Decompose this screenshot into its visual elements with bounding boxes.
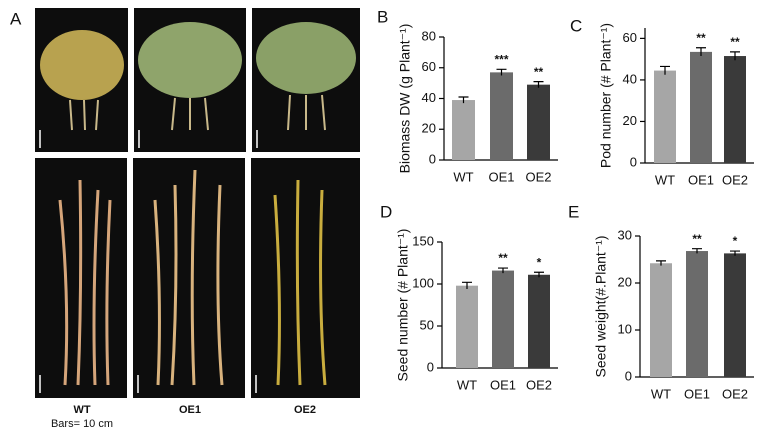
- x-tick-label: WT: [655, 172, 675, 187]
- photos: [35, 8, 360, 398]
- y-tick-label: 20: [618, 274, 632, 289]
- significance: **: [498, 251, 508, 265]
- significance: ***: [494, 52, 508, 66]
- panel-label: A: [10, 9, 22, 28]
- significance: **: [696, 31, 706, 45]
- x-tick-label: OE2: [722, 386, 748, 401]
- photo: [251, 158, 360, 398]
- bar: [490, 72, 513, 160]
- x-tick-label: WT: [457, 377, 477, 392]
- x-tick-label: WT: [453, 169, 473, 184]
- x-tick-label: OE1: [488, 169, 514, 184]
- plant-canopy: [40, 30, 124, 100]
- error-bar: [730, 250, 740, 256]
- bar: [650, 263, 672, 377]
- x-tick-label: OE2: [525, 169, 551, 184]
- y-axis-label: Seed number (# Plant⁻¹): [395, 229, 411, 382]
- x-tick-label: OE1: [490, 377, 516, 392]
- y-tick-label: 40: [623, 71, 637, 86]
- x-tick-label: OE2: [722, 172, 748, 187]
- stems: [273, 179, 327, 386]
- y-tick-label: 100: [412, 275, 434, 290]
- bar: [690, 51, 712, 164]
- plant-canopy: [138, 22, 242, 98]
- photo-caption: WT: [73, 404, 90, 416]
- y-tick-label: 150: [412, 233, 434, 248]
- stems: [153, 169, 224, 386]
- y-tick-label: 60: [623, 30, 637, 45]
- error-bar: [462, 281, 472, 290]
- bar: [456, 285, 478, 368]
- bar: [528, 274, 550, 368]
- y-tick-label: 20: [623, 113, 637, 128]
- y-tick-label: 10: [618, 321, 632, 336]
- error-bar: [496, 68, 507, 76]
- panel-label: D: [380, 202, 392, 221]
- y-tick-label: 20: [422, 121, 436, 136]
- y-tick-label: 60: [422, 59, 436, 74]
- significance: **: [534, 65, 544, 79]
- y-tick-label: 0: [625, 368, 632, 383]
- bar: [724, 253, 746, 377]
- x-tick-label: WT: [651, 386, 671, 401]
- error-bar: [656, 260, 666, 266]
- bar: [452, 100, 475, 160]
- error-bar: [498, 267, 508, 274]
- panel-label: B: [377, 7, 388, 26]
- y-tick-label: 0: [427, 359, 434, 374]
- error-bar: [696, 47, 706, 57]
- stems: [58, 179, 112, 386]
- y-tick-label: 80: [422, 28, 436, 43]
- error-bar: [730, 51, 740, 61]
- y-tick-label: 50: [420, 317, 434, 332]
- significance: *: [733, 234, 738, 248]
- bar: [724, 56, 746, 163]
- y-axis-label: Biomass DW (g Plant⁻¹): [397, 24, 413, 174]
- y-axis-label: Seed weight(#.Plant⁻¹): [593, 235, 609, 377]
- stems: [69, 94, 326, 131]
- y-tick-label: 30: [618, 227, 632, 242]
- y-tick-label: 0: [429, 151, 436, 166]
- x-tick-label: OE1: [688, 172, 714, 187]
- photo-caption: OE1: [179, 404, 201, 416]
- y-tick-label: 40: [422, 90, 436, 105]
- bar: [686, 251, 708, 377]
- scale-note: Bars= 10 cm: [51, 418, 113, 430]
- error-bar: [660, 65, 670, 75]
- error-bar: [458, 96, 469, 104]
- panel-label: C: [570, 16, 582, 35]
- bar: [654, 70, 676, 163]
- panel-label: E: [568, 202, 579, 221]
- x-tick-label: OE2: [526, 377, 552, 392]
- significance: **: [692, 232, 702, 246]
- scale-bar: [39, 130, 258, 393]
- error-bar: [692, 248, 702, 254]
- photo: [133, 158, 245, 398]
- y-tick-label: 0: [630, 154, 637, 169]
- bar: [527, 84, 550, 160]
- error-bar: [534, 271, 544, 278]
- plant-canopy: [256, 22, 356, 94]
- y-axis-label: Pod number (# Plant⁻¹): [598, 23, 614, 168]
- significance: *: [537, 255, 542, 269]
- bar: [492, 270, 514, 368]
- x-tick-label: OE1: [684, 386, 710, 401]
- photo-caption: OE2: [294, 404, 316, 416]
- error-bar: [533, 80, 544, 88]
- significance: **: [730, 35, 740, 49]
